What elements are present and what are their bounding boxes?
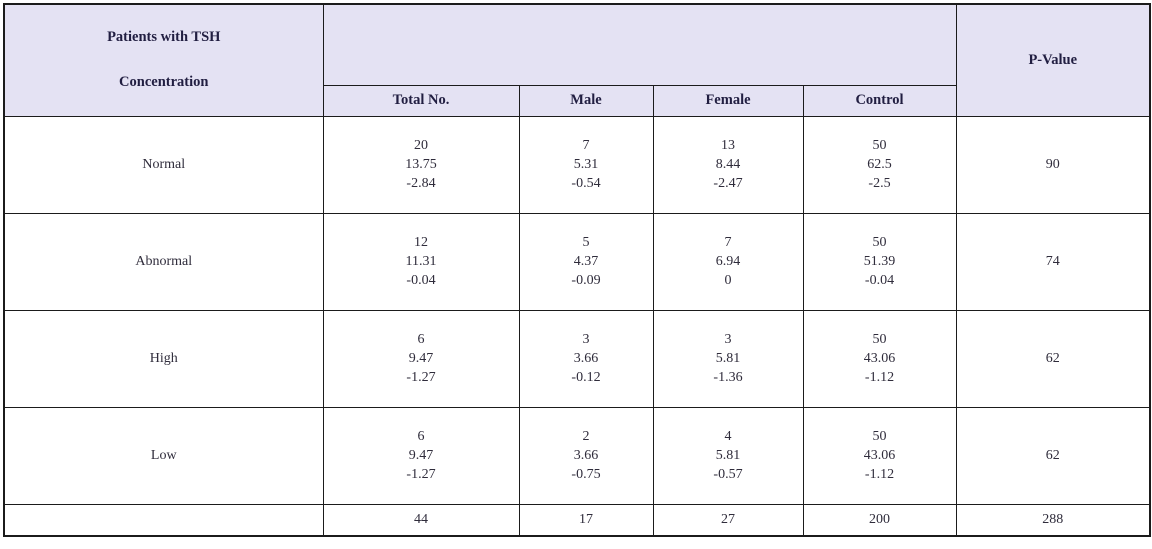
- value-line: -1.12: [864, 370, 895, 385]
- tsh-table-container: Patients with TSH Concentration P-Value …: [3, 3, 1151, 537]
- value-line: 50: [872, 138, 887, 153]
- value-line: 13: [721, 138, 735, 153]
- value-line: 6: [417, 332, 425, 347]
- control-cell: 50 51.39 -0.04: [802, 212, 957, 311]
- value-line: -2.84: [406, 176, 436, 191]
- col-header-female: Female: [652, 84, 804, 117]
- value-line: 43.06: [863, 448, 896, 463]
- value-line: 3: [582, 332, 590, 347]
- value-line: -1.36: [713, 370, 743, 385]
- total-cell: 6 9.47 -1.27: [322, 309, 520, 408]
- value-line: 4.37: [573, 254, 599, 269]
- value-line: -0.04: [864, 273, 895, 288]
- header-spacer-cell: [322, 3, 957, 86]
- value-line: -0.57: [713, 467, 743, 482]
- p-value-cell: 62: [955, 406, 1151, 505]
- value-line: -0.12: [571, 370, 601, 385]
- totals-male-cell: 17: [518, 503, 654, 537]
- value-line: -2.5: [868, 176, 891, 191]
- female-cell: 4 5.81 -0.57: [652, 406, 804, 505]
- value-line: 13.75: [405, 157, 437, 172]
- p-value-cell: 74: [955, 212, 1151, 311]
- row-label: High: [3, 309, 324, 408]
- value-line: 9.47: [408, 448, 434, 463]
- female-cell: 13 8.44 -2.47: [652, 115, 804, 214]
- header-row-top: Patients with TSH Concentration P-Value: [3, 3, 1151, 117]
- value-line: 5: [582, 235, 590, 250]
- value-line: 7: [582, 138, 590, 153]
- table-title-line1: Patients with TSH: [107, 29, 221, 46]
- col-header-total-no: Total No.: [322, 84, 520, 117]
- value-line: 9.47: [408, 351, 434, 366]
- total-cell: 6 9.47 -1.27: [322, 406, 520, 505]
- value-line: -0.75: [571, 467, 601, 482]
- col-header-control: Control: [802, 84, 957, 117]
- table-row-low: Low 6 9.47 -1.27 2 3.66 -0.75 4 5.81 -0.…: [3, 406, 1151, 505]
- value-line: 51.39: [863, 254, 896, 269]
- value-line: 6: [417, 429, 425, 444]
- value-line: -0.04: [406, 273, 436, 288]
- value-line: 5.81: [715, 448, 741, 463]
- tsh-concentration-table: Patients with TSH Concentration P-Value …: [3, 3, 1151, 537]
- female-cell: 7 6.94 0: [652, 212, 804, 311]
- value-line: 50: [872, 332, 887, 347]
- value-line: 5.31: [573, 157, 599, 172]
- female-cell: 3 5.81 -1.36: [652, 309, 804, 408]
- row-label: Low: [3, 406, 324, 505]
- table-title-line2: Concentration: [119, 74, 209, 91]
- table-row-high: High 6 9.47 -1.27 3 3.66 -0.12 3 5.81 -1…: [3, 309, 1151, 408]
- value-line: 62.5: [867, 157, 892, 172]
- table-row-abnormal: Abnormal 12 11.31 -0.04 5 4.37 -0.09 7 6…: [3, 212, 1151, 311]
- value-line: 50: [872, 235, 887, 250]
- totals-label-cell: [3, 503, 324, 537]
- total-cell: 12 11.31 -0.04: [322, 212, 520, 311]
- value-line: 50: [872, 429, 887, 444]
- totals-p-value-cell: 288: [955, 503, 1151, 537]
- value-line: 12: [414, 235, 428, 250]
- totals-total-cell: 44: [322, 503, 520, 537]
- value-line: -1.27: [406, 370, 436, 385]
- control-cell: 50 43.06 -1.12: [802, 406, 957, 505]
- p-value-cell: 62: [955, 309, 1151, 408]
- value-line: -1.12: [864, 467, 895, 482]
- value-line: 20: [414, 138, 428, 153]
- p-value-cell: 90: [955, 115, 1151, 214]
- col-header-male: Male: [518, 84, 654, 117]
- value-line: 6.94: [715, 254, 741, 269]
- value-line: 3.66: [573, 351, 599, 366]
- value-line: -2.47: [713, 176, 743, 191]
- value-line: 7: [724, 235, 732, 250]
- totals-female-cell: 27: [652, 503, 804, 537]
- control-cell: 50 43.06 -1.12: [802, 309, 957, 408]
- value-line: -1.27: [406, 467, 436, 482]
- male-cell: 2 3.66 -0.75: [518, 406, 654, 505]
- male-cell: 5 4.37 -0.09: [518, 212, 654, 311]
- col-header-p-value: P-Value: [955, 3, 1151, 117]
- table-row-normal: Normal 20 13.75 -2.84 7 5.31 -0.54 13 8.…: [3, 115, 1151, 214]
- totals-control-cell: 200: [802, 503, 957, 537]
- value-line: 5.81: [715, 351, 741, 366]
- table-title-cell: Patients with TSH Concentration: [3, 3, 324, 117]
- row-label: Abnormal: [3, 212, 324, 311]
- value-line: -0.09: [571, 273, 601, 288]
- value-line: 8.44: [715, 157, 741, 172]
- value-line: 3.66: [573, 448, 599, 463]
- value-line: 4: [724, 429, 732, 444]
- value-line: -0.54: [571, 176, 601, 191]
- value-line: 0: [724, 273, 732, 288]
- value-line: 2: [582, 429, 590, 444]
- table-row-totals: 44 17 27 200 288: [3, 503, 1151, 537]
- row-label: Normal: [3, 115, 324, 214]
- male-cell: 3 3.66 -0.12: [518, 309, 654, 408]
- total-cell: 20 13.75 -2.84: [322, 115, 520, 214]
- control-cell: 50 62.5 -2.5: [802, 115, 957, 214]
- value-line: 3: [724, 332, 732, 347]
- value-line: 11.31: [405, 254, 437, 269]
- header-row-sub: Total No. Male Female Control: [4, 84, 1150, 117]
- value-line: 43.06: [863, 351, 896, 366]
- male-cell: 7 5.31 -0.54: [518, 115, 654, 214]
